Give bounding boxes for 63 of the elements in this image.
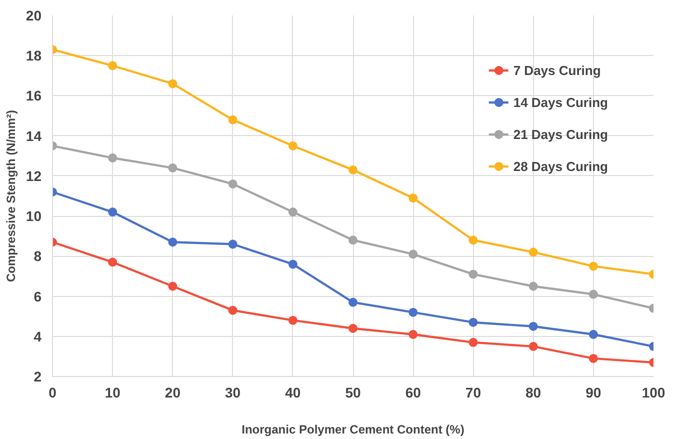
x-tick-label: 20 bbox=[164, 384, 181, 400]
legend-label: 28 Days Curing bbox=[513, 158, 608, 174]
point bbox=[588, 330, 598, 339]
x-tick-label: 30 bbox=[225, 384, 241, 400]
x-tick-label: 80 bbox=[526, 384, 542, 400]
point bbox=[468, 270, 478, 279]
point bbox=[348, 298, 358, 307]
point bbox=[168, 282, 178, 291]
x-tick-label: 90 bbox=[586, 384, 602, 400]
point bbox=[468, 338, 478, 347]
legend-label: 21 Days Curing bbox=[513, 126, 608, 142]
point bbox=[348, 165, 358, 174]
point bbox=[468, 236, 478, 245]
point bbox=[228, 240, 238, 249]
point bbox=[168, 163, 178, 172]
point bbox=[468, 318, 478, 327]
x-tick-label: 50 bbox=[345, 384, 361, 400]
x-tick-label: 60 bbox=[405, 384, 422, 400]
y-axis-title: Compressive Stength (N/mm²) bbox=[4, 110, 18, 282]
point bbox=[108, 153, 118, 162]
point bbox=[528, 322, 538, 331]
x-tick-label: 70 bbox=[465, 384, 482, 400]
y-tick-label: 6 bbox=[34, 288, 42, 304]
x-tick-label: 10 bbox=[104, 384, 121, 400]
legend-label: 14 Days Curing bbox=[513, 94, 608, 110]
point bbox=[588, 290, 598, 299]
y-tick-label: 4 bbox=[34, 328, 42, 344]
y-tick-label: 12 bbox=[26, 168, 42, 184]
y-tick-label: 10 bbox=[26, 208, 42, 224]
point bbox=[528, 282, 538, 291]
y-tick-label: 8 bbox=[34, 248, 42, 264]
point bbox=[288, 260, 298, 269]
y-tick-label: 18 bbox=[26, 48, 42, 64]
point bbox=[168, 238, 178, 247]
x-tick-label: 0 bbox=[48, 384, 57, 400]
x-axis-title: Inorganic Polymer Cement Content (%) bbox=[242, 422, 464, 436]
y-tick-label: 20 bbox=[26, 8, 42, 24]
point bbox=[108, 61, 118, 70]
y-tick-label: 2 bbox=[34, 368, 42, 384]
point bbox=[228, 306, 238, 315]
point bbox=[108, 208, 118, 217]
point bbox=[168, 79, 178, 88]
point bbox=[108, 258, 118, 267]
point bbox=[228, 179, 238, 188]
x-tick-label: 100 bbox=[642, 384, 666, 400]
point bbox=[288, 141, 298, 150]
point bbox=[528, 342, 538, 351]
point bbox=[228, 115, 238, 124]
point bbox=[408, 250, 418, 259]
point bbox=[288, 316, 298, 325]
point bbox=[528, 248, 538, 257]
point bbox=[408, 308, 418, 317]
point bbox=[408, 330, 418, 339]
point bbox=[288, 208, 298, 217]
point bbox=[348, 236, 358, 245]
point bbox=[588, 354, 598, 363]
point bbox=[348, 324, 358, 333]
y-tick-label: 16 bbox=[26, 88, 42, 104]
legend-label: 7 Days Curing bbox=[513, 62, 601, 78]
point bbox=[588, 262, 598, 271]
x-tick-label: 40 bbox=[285, 384, 301, 400]
y-tick-label: 14 bbox=[26, 128, 42, 144]
point bbox=[408, 194, 418, 202]
